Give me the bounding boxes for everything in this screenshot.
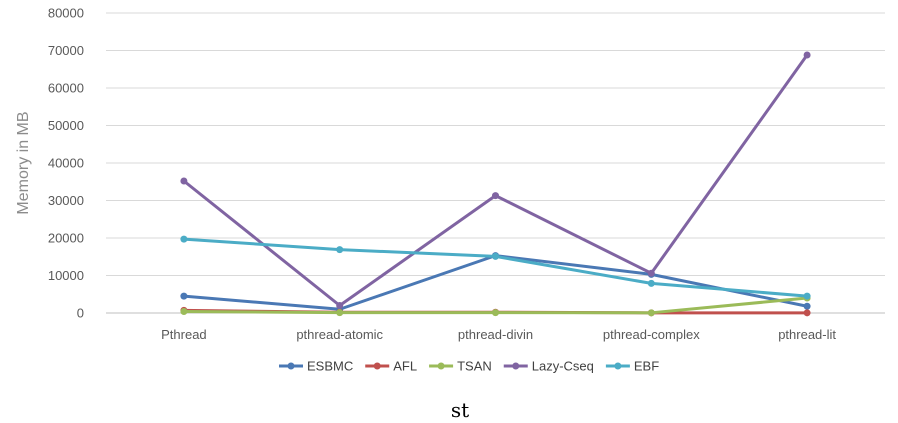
series-line [182,254,809,311]
data-point [336,309,344,317]
y-tick-label: 10000 [48,268,84,283]
data-point [180,292,188,300]
x-tick-label: Pthread [161,327,207,342]
data-point [180,235,188,243]
series-lazy-cseq [180,51,811,309]
x-tick-label: pthread-lit [778,327,836,342]
data-point [492,252,499,260]
data-point [647,279,655,287]
legend-marker [287,362,295,370]
series-esbmc [180,252,811,313]
legend-item: ESBMC [279,359,353,374]
x-tick-label: pthread-complex [603,327,700,342]
legend-marker [614,362,622,370]
y-tick-label: 40000 [48,156,84,171]
y-tick-label: 30000 [48,193,84,208]
gridlines [106,12,885,314]
data-point [803,302,811,310]
data-point [336,302,344,309]
y-tick-label: 50000 [48,118,84,133]
legend-label: Lazy-Cseq [532,359,594,374]
legend-marker [373,362,381,370]
series-line [182,237,809,298]
series-line [182,53,809,307]
data-point [803,51,811,59]
y-tick-label: 80000 [48,6,84,21]
data-point [180,308,188,315]
legend-label: TSAN [457,359,492,374]
legend-marker [437,362,445,370]
y-tick-label: 70000 [48,43,84,58]
data-point [492,309,499,317]
y-axis-title: Memory in MB [15,111,32,214]
y-tick-label: 0 [77,306,84,321]
x-tick-label: pthread-divin [458,327,533,342]
series-lines [180,51,811,317]
legend-label: AFL [393,359,417,374]
legend: ESBMC AFL TSAN Lazy-Cseq EBF [279,359,659,374]
legend-item: EBF [605,359,659,374]
data-point [336,246,344,254]
legend-label: EBF [634,359,659,374]
series-ebf [180,235,811,300]
y-tick-label: 20000 [48,231,84,246]
legend-item: TSAN [429,359,492,374]
x-tick-labels: Pthread pthread-atomic pthread-divin pthrea… [161,327,836,342]
series-tsan [180,294,811,317]
data-point [647,269,655,277]
data-point [803,309,811,317]
legend-marker [512,362,520,370]
data-point [180,177,188,185]
data-point [803,292,811,300]
legend-item: Lazy-Cseq [503,359,594,374]
data-point [492,192,499,200]
y-tick-label: 60000 [48,81,84,96]
y-tick-labels: 0 10000 20000 30000 40000 50000 60000 70000 8000… [48,6,84,321]
legend-label: ESBMC [307,359,353,374]
legend-item: AFL [365,359,417,374]
figure-caption: st [451,398,469,422]
data-point [647,309,655,317]
x-tick-label: pthread-atomic [296,327,383,342]
